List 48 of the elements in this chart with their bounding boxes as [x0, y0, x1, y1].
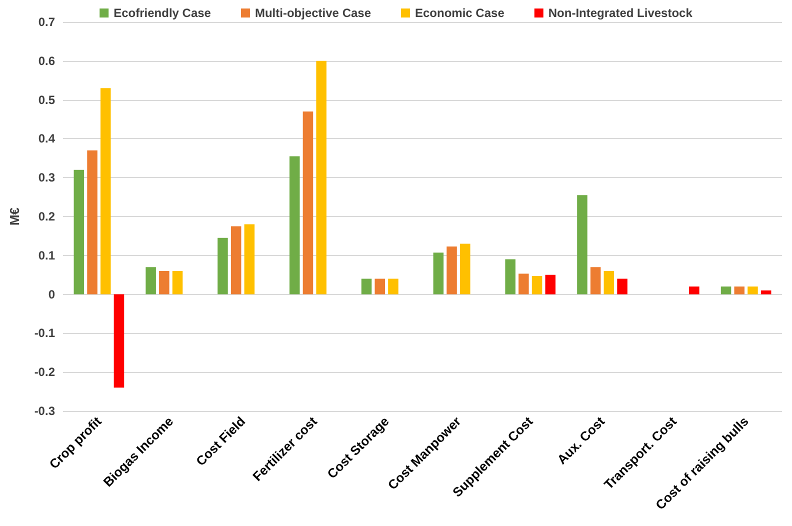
bar	[172, 270, 183, 294]
legend-label: Non-Integrated Livestock	[548, 6, 693, 20]
bar	[388, 278, 398, 294]
bar	[590, 267, 601, 294]
bar	[100, 88, 111, 294]
legend-label: Ecofriendly Case	[114, 6, 212, 20]
bar	[114, 294, 124, 388]
bar	[74, 170, 84, 294]
y-tick-label: 0.2	[38, 210, 56, 224]
y-tick-label: 0	[48, 287, 56, 302]
bar	[577, 195, 588, 294]
y-axis-title: M€	[7, 207, 22, 226]
bar	[545, 274, 556, 294]
bar	[604, 270, 614, 294]
y-tick-label: 0.5	[38, 92, 56, 107]
legend-label: Multi-objective Case	[254, 6, 372, 20]
bar	[374, 278, 386, 294]
bar	[316, 60, 326, 294]
y-tick-label: -0.2	[34, 365, 56, 380]
bar	[146, 267, 156, 294]
bar	[87, 150, 98, 294]
bar	[720, 286, 732, 294]
bar	[244, 224, 255, 294]
bar	[361, 278, 372, 294]
y-tick-label: 0.6	[38, 54, 56, 68]
bar	[505, 259, 516, 294]
bar	[532, 276, 542, 294]
y-tick-label: 0.3	[38, 170, 56, 185]
legend-label: Economic Case	[415, 6, 505, 20]
bar	[734, 286, 745, 294]
y-tick-label: -0.3	[34, 404, 56, 418]
bar	[760, 290, 772, 294]
bar	[617, 278, 628, 294]
y-tick-label: -0.1	[34, 326, 56, 340]
bar	[748, 286, 758, 294]
bar	[230, 226, 242, 294]
bar	[446, 246, 457, 294]
y-tick-label: 0.4	[38, 132, 56, 146]
bar	[460, 244, 470, 294]
bar	[218, 238, 228, 294]
bar	[689, 286, 700, 294]
bar	[433, 252, 444, 294]
bar	[289, 156, 300, 294]
y-tick-label: 0.1	[38, 248, 56, 262]
bar	[518, 274, 529, 294]
y-tick-label: 0.7	[38, 15, 56, 29]
bar	[302, 111, 314, 294]
bar	[159, 270, 170, 294]
